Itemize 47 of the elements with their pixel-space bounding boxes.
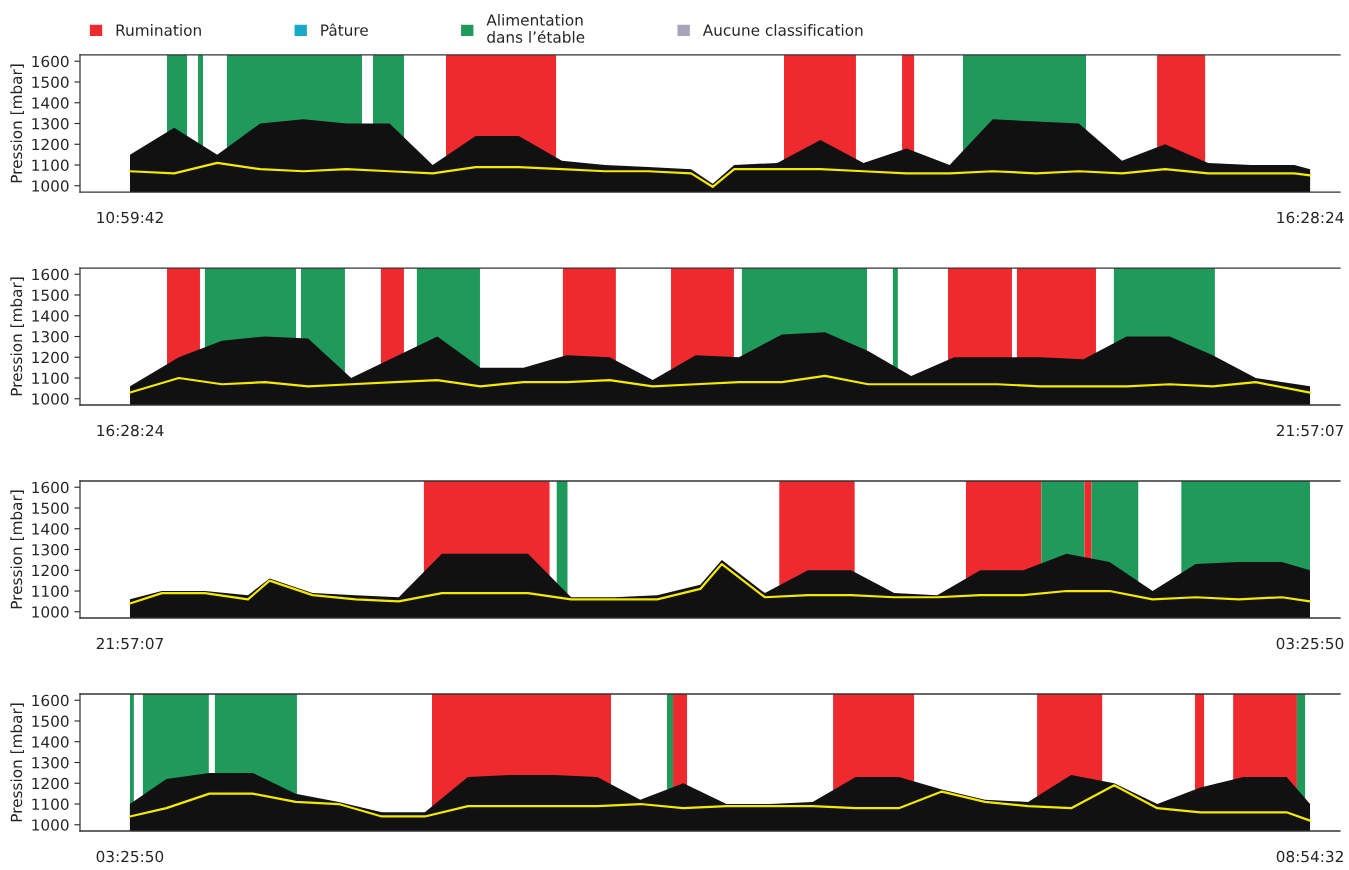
- y-tick-label: 1100: [32, 372, 69, 385]
- x-tick-label: 21:57:07: [1276, 424, 1344, 437]
- legend-label: Rumination: [116, 24, 201, 36]
- y-tick-label: 1200: [32, 564, 69, 577]
- line-series: [128, 784, 1312, 822]
- line-series: [128, 161, 1312, 188]
- x-tick-label: 16:28:24: [1277, 211, 1344, 224]
- y-tick-label: 1600: [32, 481, 69, 494]
- y-axis-title: Pression [mbar]: [10, 703, 24, 822]
- legend-label: Aucune classification: [702, 24, 863, 36]
- y-tick-label: 1100: [32, 585, 69, 598]
- y-axis-title: Pression [mbar]: [10, 64, 24, 183]
- y-tick-label: 1600: [32, 694, 69, 707]
- y-tick-label: 1300: [32, 756, 69, 769]
- y-tick-label: 1200: [32, 138, 69, 151]
- y-tick-label: 1600: [32, 268, 69, 281]
- line-series: [128, 374, 1312, 394]
- y-tick-label: 1600: [32, 55, 69, 68]
- y-axis-title: Pression [mbar]: [10, 490, 24, 609]
- y-axis-title: Pression [mbar]: [10, 277, 24, 396]
- y-tick-label: 1100: [32, 159, 69, 172]
- x-tick-label: 10:59:42: [97, 211, 163, 224]
- legend-label: Alimentation dans l’étable: [486, 13, 585, 43]
- x-tick-label: 03:25:50: [1276, 637, 1344, 650]
- y-tick-label: 1300: [32, 117, 69, 130]
- legend-label: Pâture: [321, 23, 368, 36]
- y-tick-label: 1000: [32, 606, 69, 618]
- x-tick-label: 16:28:24: [97, 424, 164, 437]
- x-tick-label: 21:57:07: [96, 637, 163, 650]
- x-tick-label: 03:25:50: [96, 850, 164, 863]
- y-tick-label: 1400: [32, 736, 69, 748]
- y-tick-label: 1000: [32, 393, 69, 405]
- y-tick-label: 1300: [32, 543, 69, 556]
- y-tick-label: 1400: [32, 97, 69, 109]
- y-tick-label: 1300: [32, 330, 69, 343]
- y-tick-label: 1500: [32, 502, 69, 515]
- y-tick-label: 1400: [32, 523, 69, 535]
- y-tick-label: 1200: [32, 777, 69, 790]
- y-tick-label: 1000: [32, 819, 69, 831]
- x-tick-label: 08:54:32: [1276, 850, 1343, 863]
- y-tick-label: 1500: [32, 715, 69, 728]
- y-tick-label: 1000: [32, 180, 69, 192]
- y-tick-label: 1400: [32, 310, 69, 322]
- y-tick-label: 1100: [32, 798, 69, 811]
- y-tick-label: 1500: [32, 289, 69, 302]
- y-tick-label: 1500: [32, 76, 69, 89]
- y-tick-label: 1200: [32, 351, 69, 364]
